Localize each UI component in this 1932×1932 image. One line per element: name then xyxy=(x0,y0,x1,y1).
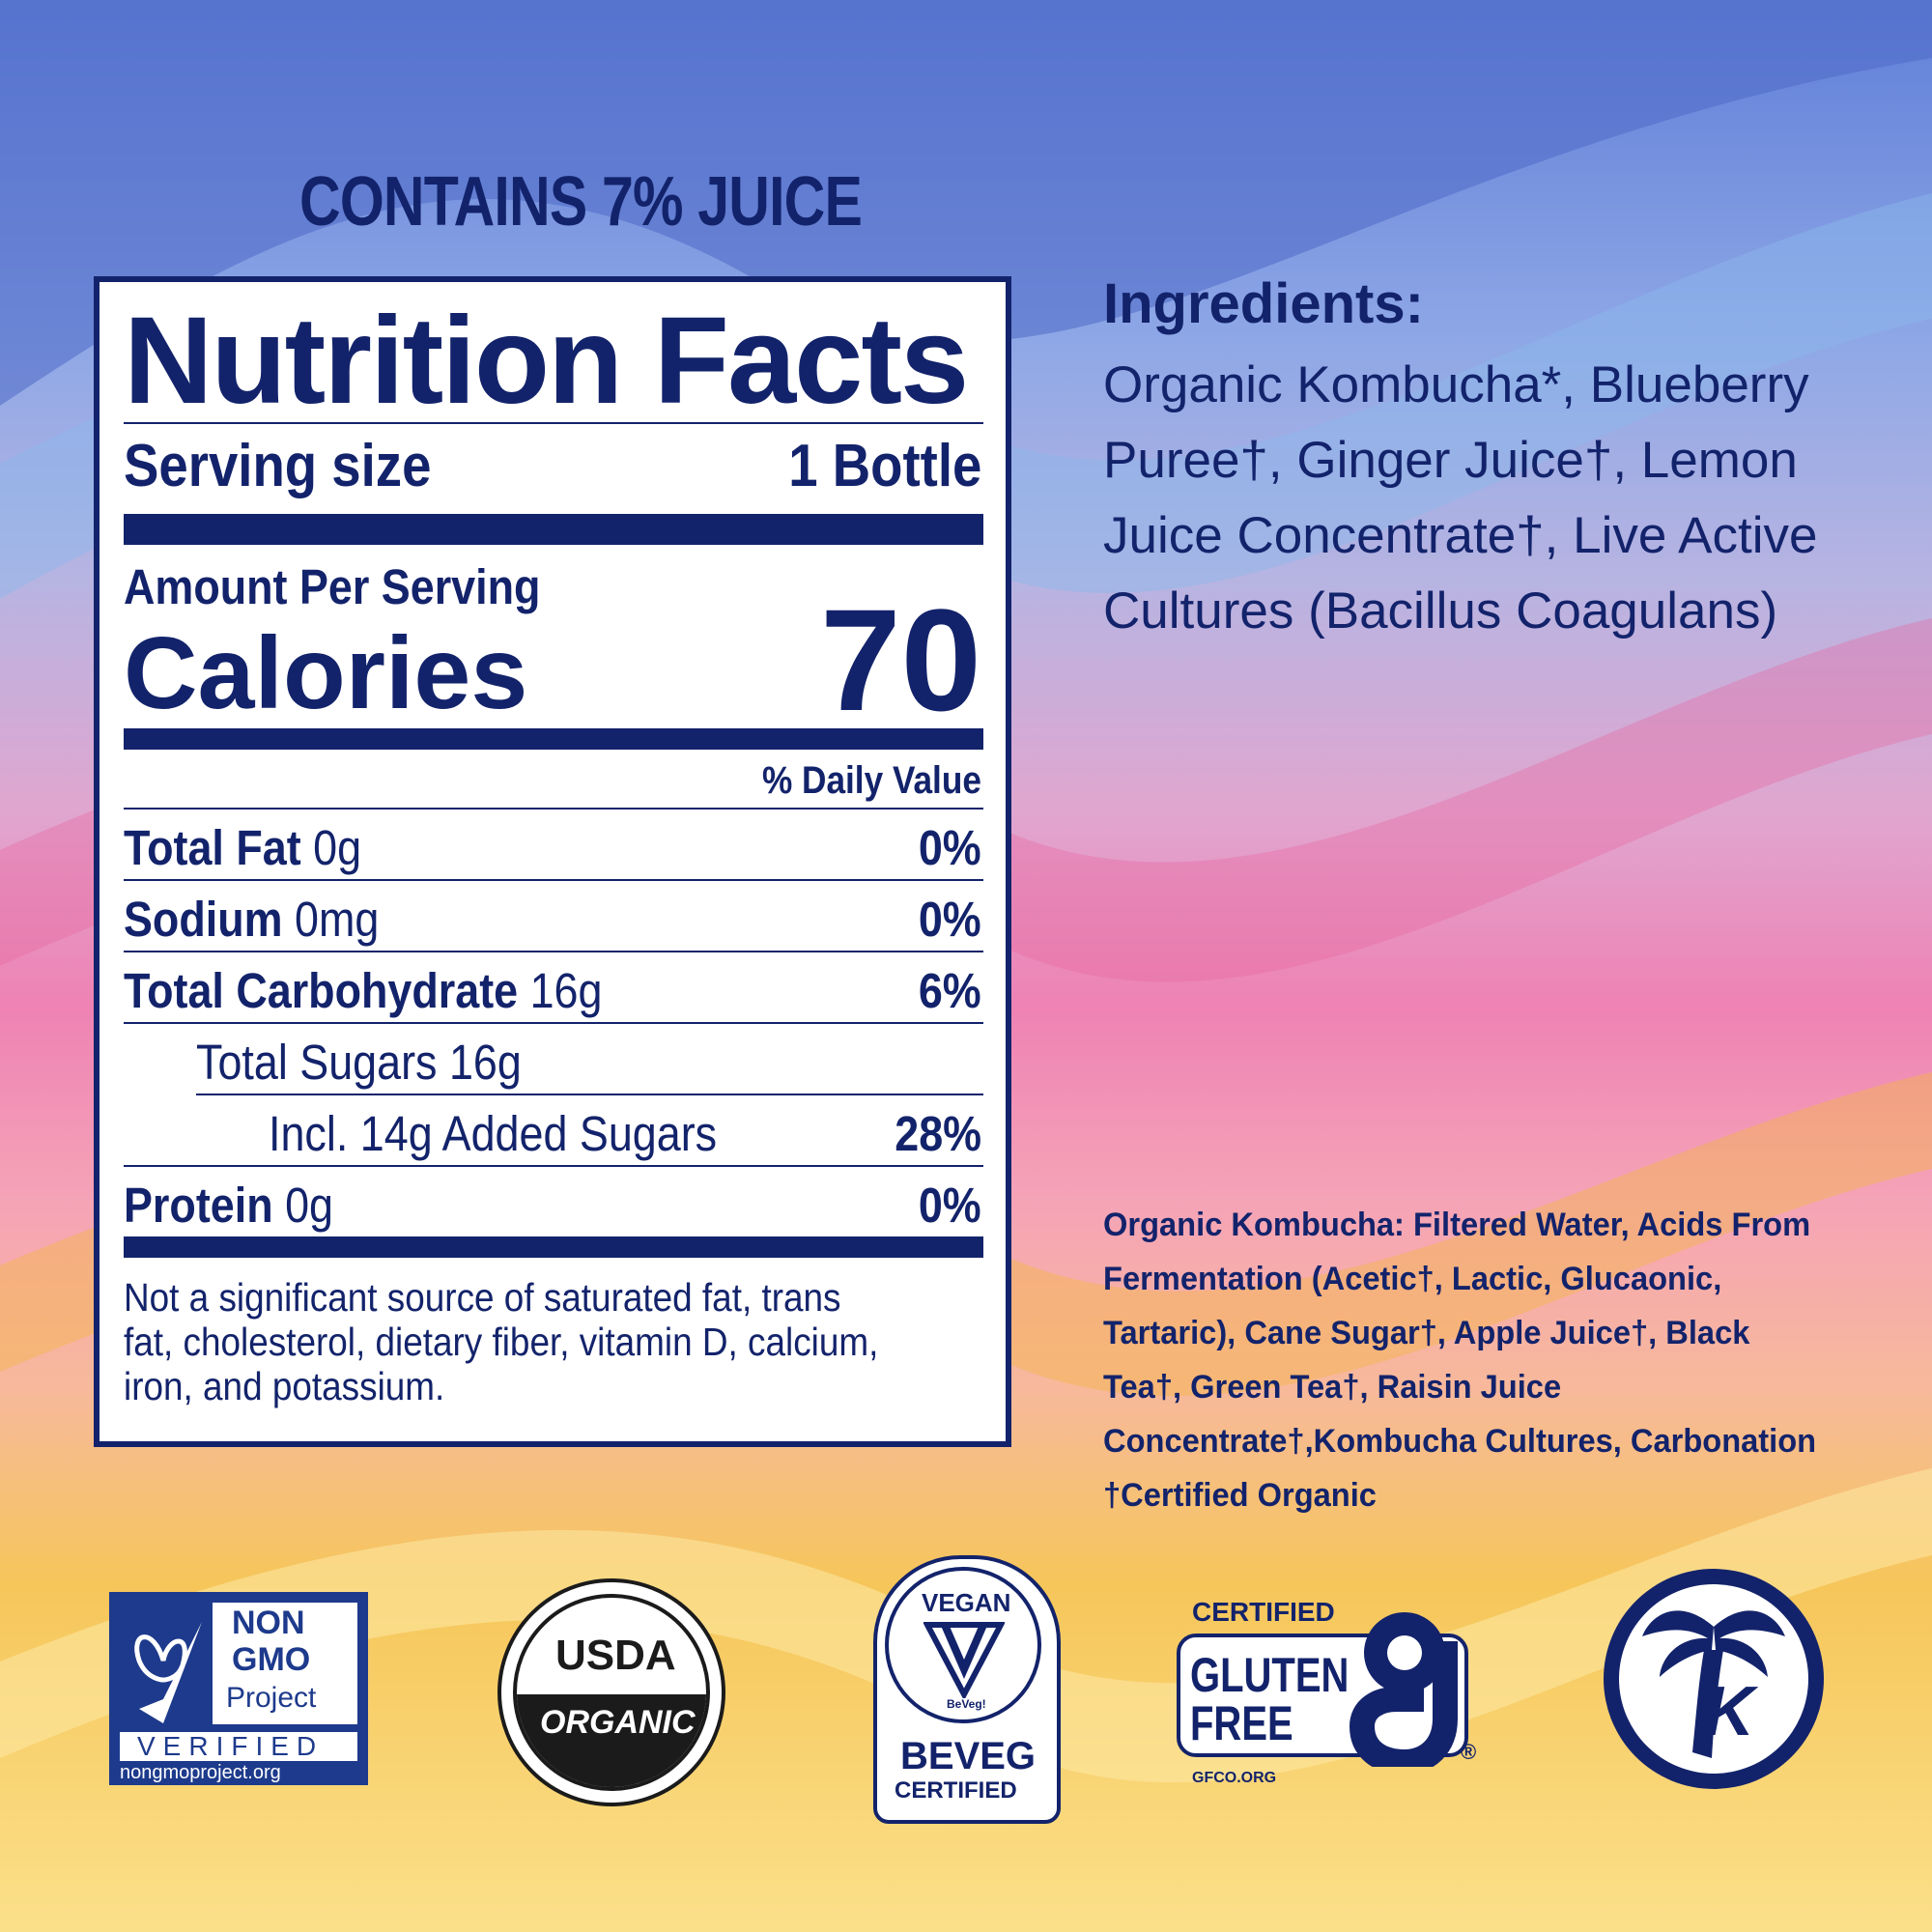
gluten-certified-text: CERTIFIED xyxy=(1192,1597,1335,1627)
serving-size-value: 1 Bottle xyxy=(787,433,981,499)
nutrition-footnote: Not a significant source of saturated fa… xyxy=(124,1275,879,1408)
nongmo-line1: NON xyxy=(232,1605,305,1641)
nutrient-name: Total Carbohydrate xyxy=(124,963,519,1018)
nutrient-dv: 0% xyxy=(919,892,981,947)
gluten-free-certified-logo: CERTIFIED GLUTEN FREE ® GFCO.ORG xyxy=(1177,1599,1486,1792)
kosher-palm-logo: K xyxy=(1604,1569,1824,1789)
usda-bottom-text: ORGANIC xyxy=(540,1704,696,1741)
beveg-brand-text: BEVEG xyxy=(900,1735,1037,1777)
nutrition-facts-panel: Nutrition Facts Serving size 1 Bottle Am… xyxy=(94,276,1011,1447)
nutrient-dv: 0% xyxy=(919,1178,981,1233)
palm-tree-icon xyxy=(1642,1610,1785,1758)
usda-organic-seal: USDA ORGANIC xyxy=(497,1578,725,1806)
row-rule xyxy=(124,879,983,881)
gluten-registered-mark: ® xyxy=(1461,1740,1477,1764)
calories-value: 70 xyxy=(820,579,981,741)
gluten-line1: GLUTEN xyxy=(1190,1648,1350,1702)
kombucha-ingredients-note: Organic Kombucha: Filtered Water, Acids … xyxy=(1103,1207,1817,1514)
nutrient-name: Protein xyxy=(124,1178,273,1233)
nutrient-dv: 6% xyxy=(919,963,981,1018)
nutrient-amount: 0g xyxy=(285,1178,334,1233)
vegan-mini-text: BeVeg! xyxy=(947,1697,986,1711)
ingredients-list: Organic Kombucha*, Blueberry Puree†, Gin… xyxy=(1103,356,1818,639)
g-mark-icon xyxy=(1349,1612,1458,1767)
thick-rule-1 xyxy=(124,514,983,545)
nutrient-amount: 16g xyxy=(529,963,603,1018)
nongmo-line2: GMO xyxy=(232,1641,311,1678)
beveg-certified-text: CERTIFIED xyxy=(895,1777,1017,1804)
nutrient-amount: 0mg xyxy=(295,892,380,947)
row-rule xyxy=(124,1022,983,1024)
dv-rule xyxy=(124,808,983,810)
nutrient-name: Total Fat xyxy=(124,820,301,875)
butterfly-icon xyxy=(120,1603,207,1728)
thick-rule-2 xyxy=(124,728,983,750)
gluten-url: GFCO.ORG xyxy=(1192,1770,1277,1786)
row-rule xyxy=(196,1094,983,1095)
non-gmo-verified-logo: NON GMO Project VERIFIED nongmoproject.o… xyxy=(109,1592,368,1785)
beveg-vegan-certified-logo: VEGAN BeVeg! BEVEG CERTIFIED xyxy=(873,1555,1061,1824)
nutrient-name: Incl. 14g Added Sugars xyxy=(269,1106,718,1161)
amount-per-serving-label: Amount Per Serving xyxy=(124,559,541,614)
ingredients-heading: Ingredients: xyxy=(1103,272,1424,335)
nongmo-line3: Project xyxy=(226,1682,317,1714)
title-rule xyxy=(124,422,983,424)
vegan-top-text: VEGAN xyxy=(922,1588,1011,1617)
row-rule xyxy=(124,951,983,952)
nutrient-amount: 0g xyxy=(313,820,362,875)
daily-value-header: % Daily Value xyxy=(762,759,981,802)
nongmo-verified: VERIFIED xyxy=(137,1731,325,1761)
v-triangle-icon xyxy=(923,1622,1005,1698)
kosher-letter: K xyxy=(1704,1673,1754,1750)
usda-top-text: USDA xyxy=(555,1632,676,1679)
nutrition-facts-title: Nutrition Facts xyxy=(124,292,969,430)
row-rule xyxy=(124,1165,983,1167)
nutrient-name: Sodium xyxy=(124,892,283,947)
nutrient-dv: 0% xyxy=(919,820,981,875)
thick-rule-3 xyxy=(124,1236,983,1258)
nutrient-dv: 28% xyxy=(895,1106,981,1161)
gluten-line2: FREE xyxy=(1190,1696,1293,1750)
nutrient-name: Total Sugars 16g xyxy=(196,1035,522,1090)
juice-content-label: CONTAINS 7% JUICE xyxy=(299,163,863,241)
nongmo-url: nongmoproject.org xyxy=(120,1762,281,1783)
serving-size-label: Serving size xyxy=(124,433,432,499)
calories-label: Calories xyxy=(124,616,528,730)
